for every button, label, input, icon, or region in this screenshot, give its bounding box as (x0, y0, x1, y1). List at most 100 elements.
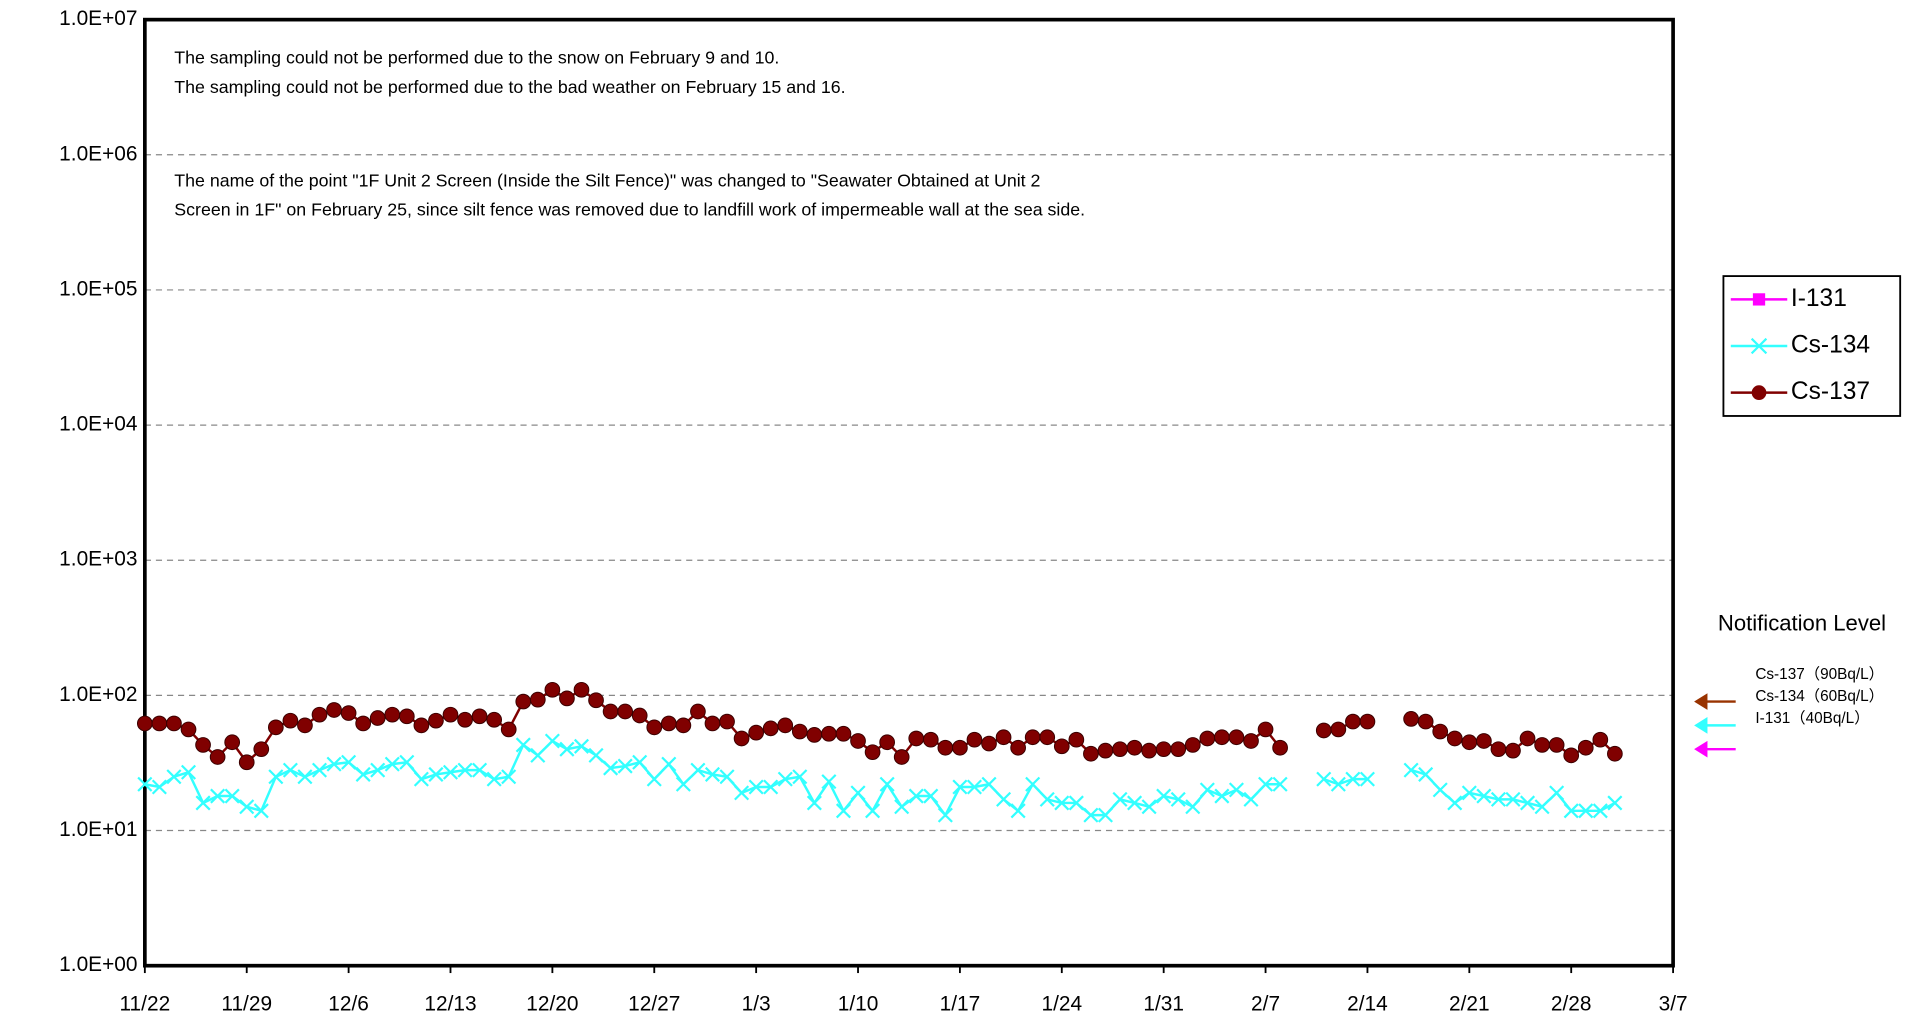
marker (268, 769, 284, 785)
marker (384, 706, 401, 723)
x-tick-label: 11/22 (120, 992, 171, 1015)
marker (1097, 742, 1114, 759)
notification-label: Cs-137（90Bq/L） (1755, 666, 1884, 683)
marker (966, 779, 982, 795)
marker (660, 715, 677, 732)
marker (631, 707, 648, 724)
y-tick-label: 1.0E+06 (59, 142, 137, 165)
marker (282, 762, 298, 778)
marker (428, 766, 444, 782)
marker (1476, 788, 1492, 804)
marker (297, 769, 313, 785)
marker (137, 776, 153, 792)
marker (908, 730, 925, 747)
y-tick-label: 1.0E+02 (59, 683, 137, 706)
marker (1345, 713, 1361, 730)
marker (1461, 734, 1478, 751)
marker (1548, 737, 1565, 753)
marker (879, 734, 895, 751)
marker (1170, 791, 1186, 807)
marker (588, 692, 604, 709)
marker (791, 723, 808, 740)
marker (195, 795, 211, 811)
marker (850, 733, 866, 749)
x-tick-label: 12/20 (526, 992, 578, 1015)
x-tick-label: 1/31 (1143, 992, 1184, 1015)
marker (1228, 782, 1244, 798)
marker (311, 706, 328, 723)
marker (850, 785, 866, 801)
marker (704, 715, 721, 732)
marker (544, 681, 561, 698)
marker (1315, 722, 1332, 739)
marker (1155, 741, 1172, 758)
marker (1505, 791, 1521, 807)
marker (602, 703, 619, 720)
marker (719, 713, 735, 730)
legend-marker (1752, 293, 1766, 306)
marker (209, 749, 226, 765)
marker (1039, 791, 1055, 807)
marker (1607, 745, 1623, 762)
marker (1112, 741, 1128, 758)
marker (806, 727, 823, 743)
marker (588, 747, 604, 763)
marker (835, 725, 852, 742)
marker (180, 721, 197, 738)
marker (1010, 803, 1026, 819)
x-tick-label: 1/10 (838, 992, 879, 1015)
marker (996, 791, 1012, 807)
marker (1199, 782, 1215, 798)
marker (617, 758, 633, 774)
marker (1316, 771, 1332, 787)
marker (151, 715, 168, 732)
y-tick-label: 1.0E+05 (59, 277, 137, 300)
marker (646, 771, 662, 787)
marker (355, 715, 372, 732)
marker (1461, 785, 1477, 801)
legend-marker (1750, 337, 1768, 355)
y-tick-label: 1.0E+04 (59, 413, 137, 436)
marker (1258, 776, 1274, 792)
marker (1141, 799, 1157, 815)
marker (515, 737, 531, 753)
marker (326, 756, 342, 772)
marker (1577, 739, 1594, 756)
marker (1184, 737, 1201, 753)
marker (1068, 795, 1084, 811)
marker (239, 799, 255, 815)
marker (1417, 713, 1434, 730)
marker (995, 729, 1012, 746)
marker (835, 803, 852, 819)
marker (821, 774, 837, 790)
y-tick-label: 1.0E+00 (59, 953, 137, 976)
x-tick-label: 12/13 (424, 992, 476, 1015)
marker (1214, 788, 1230, 804)
notification-label: I-131（40Bq/L） (1755, 710, 1869, 727)
marker (151, 779, 167, 795)
marker (864, 744, 881, 761)
marker (1330, 776, 1346, 792)
marker (282, 712, 299, 729)
marker (1214, 729, 1230, 746)
marker (1359, 771, 1375, 787)
marker (428, 712, 444, 729)
marker (922, 731, 939, 748)
marker (501, 769, 517, 785)
marker (573, 681, 590, 698)
notification-arrow (1694, 740, 1736, 758)
marker (370, 762, 386, 778)
marker (1228, 729, 1245, 746)
marker (646, 719, 663, 736)
x-tick-label: 1/3 (742, 992, 771, 1015)
notification-title: Notification Level (1718, 610, 1886, 635)
marker (1505, 742, 1521, 759)
marker (1243, 791, 1259, 807)
marker (1170, 741, 1187, 758)
marker (442, 764, 459, 780)
marker (1053, 738, 1070, 755)
annotation: The name of the point "1F Unit 2 Screen … (174, 170, 1040, 190)
marker (472, 762, 488, 778)
marker (341, 754, 357, 770)
marker (573, 738, 590, 754)
